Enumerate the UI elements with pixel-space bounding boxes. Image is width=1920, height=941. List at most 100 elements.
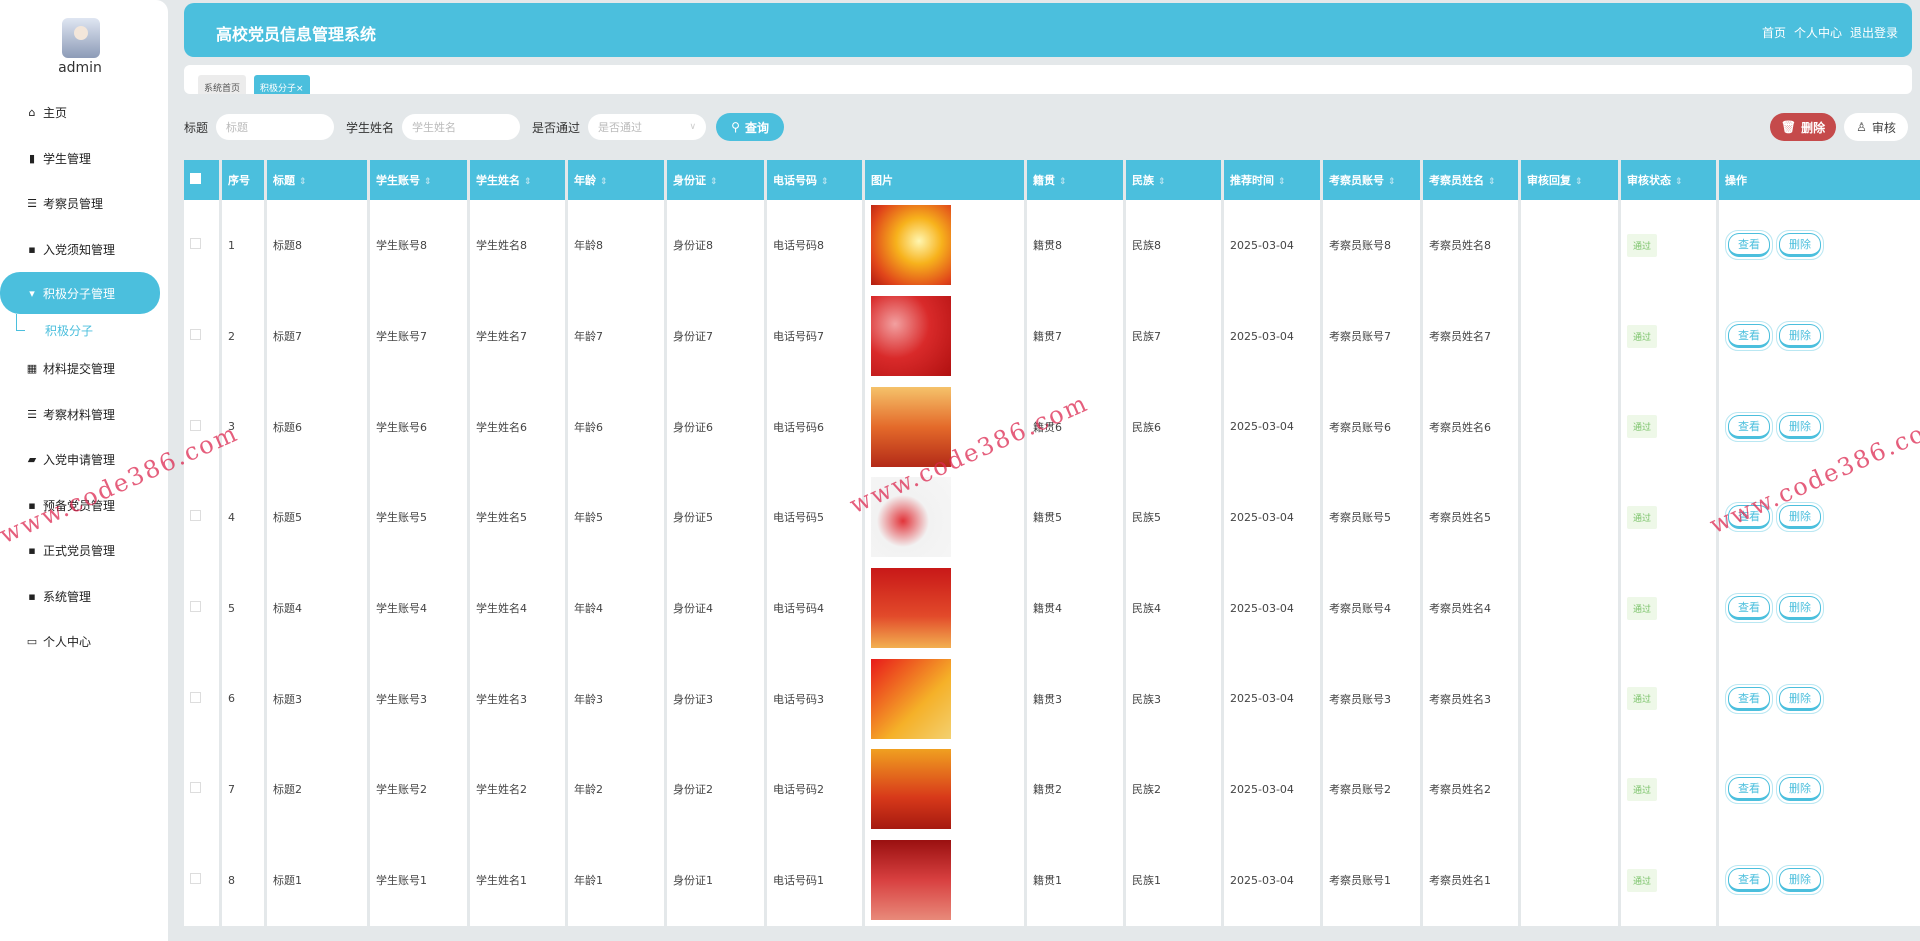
sidebar-item-10[interactable]: ▪ 系统管理 [0,574,168,620]
sidebar-item-4[interactable]: ▾ 积极分子管理 [0,272,160,314]
sort-icon[interactable]: ⇕ [1059,177,1067,187]
delete-button[interactable]: 删除 [1776,593,1824,624]
column-header[interactable]: 籍贯 ⇕ [1027,160,1123,200]
row-image[interactable] [871,386,951,467]
column-header[interactable]: 审核回复 ⇕ [1521,160,1618,200]
row-checkbox[interactable] [190,873,201,885]
row-image[interactable] [871,296,951,377]
delete-button[interactable]: 删除 [1776,321,1824,352]
row-checkbox[interactable] [190,782,201,794]
column-header[interactable]: 审核状态 ⇕ [1621,160,1716,200]
sort-icon[interactable]: ⇕ [524,177,532,187]
sidebar-item-7[interactable]: ▰ 入党申请管理 [0,437,168,483]
row-image[interactable] [871,205,951,286]
delete-button[interactable]: 删除 [1776,774,1824,805]
sort-icon[interactable]: ⇕ [600,177,608,187]
column-header[interactable]: 年龄 ⇕ [568,160,664,200]
table-row[interactable]: 5 标题4 学生账号4 学生姓名4 年龄4 身份证4 电话号码4 籍贯4 民族4 2025-03-… [184,562,1920,654]
sort-icon[interactable]: ⇕ [1278,177,1286,187]
column-header[interactable]: 电话号码 ⇕ [767,160,862,200]
delete-button[interactable]: 删除 [1776,230,1824,261]
query-button[interactable]: ⚲ 查询 [716,113,785,141]
table-row[interactable]: 2 标题7 学生账号7 学生姓名7 年龄7 身份证7 电话号码7 籍贯7 民族7 2025-03-… [184,290,1920,382]
view-button[interactable]: 查看 [1725,865,1773,896]
sort-icon[interactable]: ⇕ [1158,177,1166,187]
sidebar-item-9[interactable]: ▪ 正式党员管理 [0,528,168,574]
column-header[interactable]: 身份证 ⇕ [667,160,764,200]
sidebar-subitem-activists[interactable]: 积极分子 [0,314,168,346]
table-row[interactable]: 1 标题8 学生账号8 学生姓名8 年龄8 身份证8 电话号码8 籍贯8 民族8 2025-03-… [184,200,1920,291]
actions-cell: 查看 删除 [1719,653,1920,745]
delete-button[interactable]: 删除 [1776,502,1824,533]
audit-button[interactable]: ♙ 审核 [1844,113,1908,141]
home-link[interactable]: 首页 [1761,26,1786,40]
row-image[interactable] [871,749,951,830]
logout-link[interactable]: 退出登录 [1849,26,1898,40]
sidebar-item-1[interactable]: ▮ 学生管理 [0,136,168,182]
title-input[interactable]: 标题 [216,114,335,140]
row-checkbox[interactable] [190,329,201,341]
column-header[interactable]: 推荐时间 ⇕ [1224,160,1320,200]
sort-icon[interactable]: ⇕ [1388,177,1396,187]
sidebar-item-0[interactable]: ⌂ 主页 [0,90,168,136]
sort-icon[interactable]: ⇕ [299,177,307,187]
column-header-label: 电话号码 [773,174,817,187]
sidebar-item-5[interactable]: ▦ 材料提交管理 [0,346,168,392]
row-checkbox[interactable] [190,419,201,431]
row-image[interactable] [871,658,951,739]
view-button[interactable]: 查看 [1725,411,1773,442]
row-image[interactable] [871,477,951,558]
sort-icon[interactable]: ⇕ [1675,177,1683,187]
table-row[interactable]: 7 标题2 学生账号2 学生姓名2 年龄2 身份证2 电话号码2 籍贯2 民族2 2025-03-… [184,744,1920,835]
actions-cell: 查看 删除 [1719,200,1920,291]
row-checkbox[interactable] [190,691,201,703]
cell: 标题8 [267,200,367,291]
sort-icon[interactable]: ⇕ [1575,177,1583,187]
tab-activists[interactable]: 积极分子× [254,75,310,94]
tab-home[interactable]: 系统首页 [198,75,247,94]
view-button[interactable]: 查看 [1725,593,1773,624]
sidebar-item-8[interactable]: ▪ 预备党员管理 [0,483,168,529]
delete-button[interactable]: 删除 [1776,865,1824,896]
view-button[interactable]: 查看 [1725,230,1773,261]
column-header[interactable]: 民族 ⇕ [1126,160,1221,200]
avatar[interactable] [62,18,100,58]
sort-icon[interactable]: ⇕ [710,177,718,187]
delete-button[interactable]: 删除 [1776,683,1824,714]
sidebar-item-3[interactable]: ▪ 入党须知管理 [0,227,168,273]
row-image[interactable] [871,568,951,649]
column-header[interactable]: 标题 ⇕ [267,160,367,200]
select-all-checkbox[interactable] [190,173,201,184]
sidebar-item-11[interactable]: ▭ 个人中心 [0,619,168,665]
profile-link[interactable]: 个人中心 [1793,26,1842,40]
row-checkbox[interactable] [190,510,201,522]
table-row[interactable]: 8 标题1 学生账号1 学生姓名1 年龄1 身份证1 电话号码1 籍贯1 民族1 2025-03-… [184,834,1920,926]
column-header[interactable]: 学生账号 ⇕ [370,160,467,200]
table-row[interactable]: 3 标题6 学生账号6 学生姓名6 年龄6 身份证6 电话号码6 籍贯6 民族6 2025-03-… [184,381,1920,473]
row-image[interactable] [871,840,951,921]
sort-icon[interactable]: ⇕ [1488,177,1496,187]
column-header[interactable]: 考察员姓名 ⇕ [1423,160,1518,200]
view-button[interactable]: 查看 [1725,502,1773,533]
view-button[interactable]: 查看 [1725,683,1773,714]
table-row[interactable]: 6 标题3 学生账号3 学生姓名3 年龄3 身份证3 电话号码3 籍贯3 民族3 2025-03-… [184,653,1920,745]
image-cell [865,653,1024,745]
column-header[interactable]: 考察员账号 ⇕ [1323,160,1420,200]
row-checkbox[interactable] [190,601,201,613]
pass-select[interactable]: 是否通过 ∨ [588,114,707,140]
batch-delete-button[interactable]: 🗑 删除 [1770,113,1836,141]
delete-button[interactable]: 删除 [1776,411,1824,442]
view-button[interactable]: 查看 [1725,321,1773,352]
sort-icon[interactable]: ⇕ [821,177,829,187]
column-header[interactable]: 学生姓名 ⇕ [470,160,565,200]
sidebar-item-6[interactable]: ☰ 考察材料管理 [0,392,168,438]
cell: 民族6 [1126,381,1221,473]
row-checkbox[interactable] [190,238,201,250]
table-row[interactable]: 4 标题5 学生账号5 学生姓名5 年龄5 身份证5 电话号码5 籍贯5 民族5 2025-03-… [184,472,1920,563]
cell: 年龄3 [568,653,664,745]
sidebar-item-2[interactable]: ☰ 考察员管理 [0,181,168,227]
sort-icon[interactable]: ⇕ [424,177,432,187]
view-button[interactable]: 查看 [1725,774,1773,805]
delete-label: 删除 [1779,324,1821,349]
student-name-input[interactable]: 学生姓名 [402,114,521,140]
